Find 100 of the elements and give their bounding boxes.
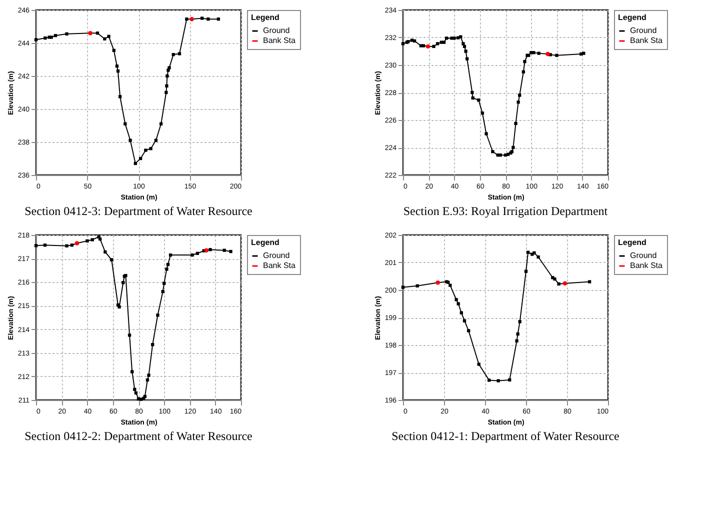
point bbox=[185, 17, 188, 21]
point bbox=[496, 153, 500, 157]
point bbox=[537, 52, 540, 55]
point bbox=[555, 54, 558, 57]
point bbox=[465, 57, 469, 60]
point bbox=[518, 94, 522, 97]
legend-title: Legend bbox=[251, 13, 280, 22]
point bbox=[196, 252, 200, 255]
point bbox=[34, 244, 38, 248]
point bbox=[159, 122, 163, 126]
point bbox=[134, 162, 138, 166]
point bbox=[514, 122, 518, 126]
legend-label: Bank Sta bbox=[263, 36, 296, 45]
point bbox=[165, 84, 168, 88]
point bbox=[477, 98, 480, 102]
point bbox=[165, 268, 168, 271]
point bbox=[151, 343, 154, 346]
point bbox=[166, 68, 170, 72]
point bbox=[65, 32, 68, 36]
text: Section E.93: Royal Irrigation Department bbox=[403, 204, 608, 218]
point bbox=[216, 17, 220, 21]
point bbox=[118, 95, 122, 98]
point bbox=[516, 100, 520, 104]
point bbox=[133, 388, 136, 391]
point bbox=[116, 69, 120, 73]
point bbox=[190, 253, 194, 257]
point bbox=[464, 50, 468, 53]
point bbox=[436, 42, 440, 46]
point bbox=[208, 248, 212, 252]
point bbox=[462, 44, 466, 48]
point bbox=[467, 329, 470, 332]
legend-label: Ground bbox=[630, 251, 657, 260]
point bbox=[122, 281, 125, 284]
text: Section 0412-3: Department of Water Resource bbox=[24, 204, 252, 218]
point bbox=[532, 51, 536, 54]
legend-label: Bank Sta bbox=[630, 36, 664, 45]
point bbox=[222, 248, 226, 252]
point bbox=[34, 38, 38, 42]
point bbox=[229, 250, 232, 254]
point bbox=[491, 150, 494, 154]
point bbox=[498, 153, 502, 157]
point bbox=[518, 320, 522, 324]
point bbox=[156, 314, 160, 317]
point bbox=[178, 52, 182, 56]
point bbox=[161, 290, 164, 294]
point bbox=[115, 64, 119, 68]
point bbox=[471, 96, 474, 100]
point bbox=[149, 147, 152, 150]
point bbox=[166, 262, 170, 266]
point bbox=[401, 286, 405, 289]
point bbox=[477, 362, 480, 366]
point bbox=[134, 391, 138, 395]
legend-label: Ground bbox=[263, 26, 290, 35]
point bbox=[43, 244, 47, 247]
point bbox=[168, 253, 172, 257]
point bbox=[136, 397, 140, 400]
point bbox=[432, 44, 436, 48]
point bbox=[488, 378, 491, 382]
point bbox=[496, 379, 500, 382]
legend-label: Ground bbox=[630, 26, 657, 35]
point bbox=[523, 60, 526, 64]
point bbox=[524, 270, 528, 273]
text: Section 0412-1: Department of Water Resource bbox=[392, 429, 620, 443]
legend-label: Bank Sta bbox=[263, 261, 296, 270]
point bbox=[128, 334, 132, 337]
point bbox=[454, 298, 458, 302]
point bbox=[416, 284, 419, 288]
point bbox=[588, 280, 592, 284]
point bbox=[456, 302, 460, 306]
point bbox=[147, 374, 150, 377]
point bbox=[516, 332, 520, 336]
point bbox=[107, 34, 110, 38]
point bbox=[526, 250, 530, 254]
point bbox=[459, 35, 462, 38]
point bbox=[480, 112, 484, 115]
point bbox=[65, 244, 68, 248]
point bbox=[110, 258, 114, 262]
text: Section 0412-2: Department of Water Resource bbox=[24, 429, 252, 443]
legend-label: Bank Sta bbox=[630, 261, 664, 270]
point bbox=[86, 239, 89, 242]
point bbox=[164, 90, 168, 94]
point bbox=[144, 148, 148, 152]
point bbox=[557, 282, 560, 286]
point bbox=[112, 48, 116, 52]
point bbox=[512, 146, 515, 150]
point bbox=[462, 42, 465, 46]
point bbox=[98, 237, 102, 241]
point bbox=[444, 36, 448, 40]
point bbox=[44, 36, 47, 40]
legend-label: Ground bbox=[263, 251, 290, 260]
point bbox=[470, 90, 474, 94]
point bbox=[206, 17, 210, 21]
point bbox=[200, 16, 204, 20]
point bbox=[536, 255, 540, 259]
point bbox=[401, 42, 405, 46]
point bbox=[412, 39, 416, 43]
legend-title: Legend bbox=[251, 238, 280, 247]
point bbox=[54, 34, 58, 38]
point bbox=[168, 66, 171, 70]
point bbox=[90, 238, 94, 242]
